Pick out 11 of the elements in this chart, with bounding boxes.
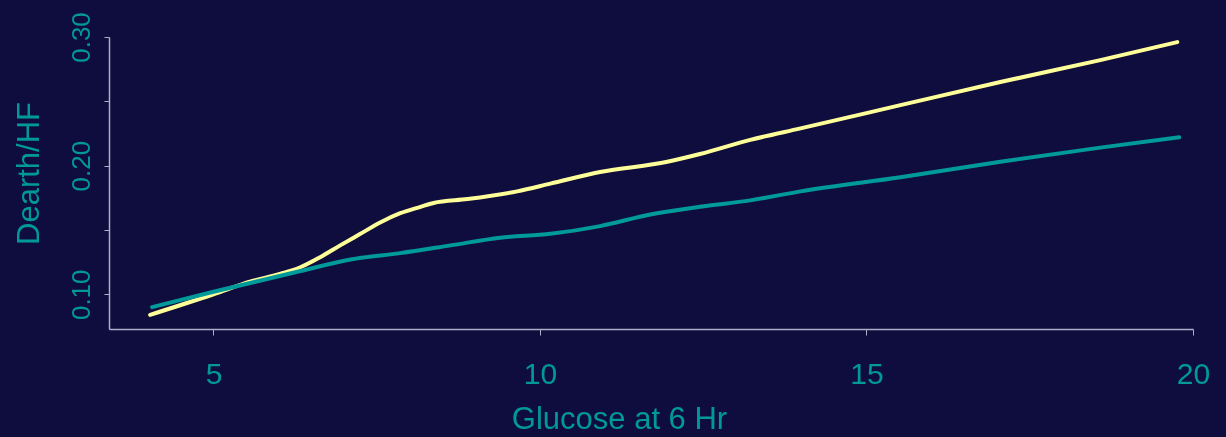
line-series (148, 40, 1180, 317)
x-axis-title: Glucose at 6 Hr (511, 400, 728, 436)
y-axis-title: Dearth/HF (10, 102, 46, 245)
x-tick-label: 15 (850, 356, 884, 390)
y-tick-label: 0.10 (65, 269, 96, 321)
y-tick-label: 0.30 (65, 12, 96, 63)
line-series (150, 135, 1182, 310)
x-tick-label: 10 (523, 356, 558, 390)
x-tick-label: 20 (1176, 356, 1211, 390)
x-tick-label: 5 (205, 356, 223, 390)
y-tick-label: 0.20 (65, 140, 96, 192)
